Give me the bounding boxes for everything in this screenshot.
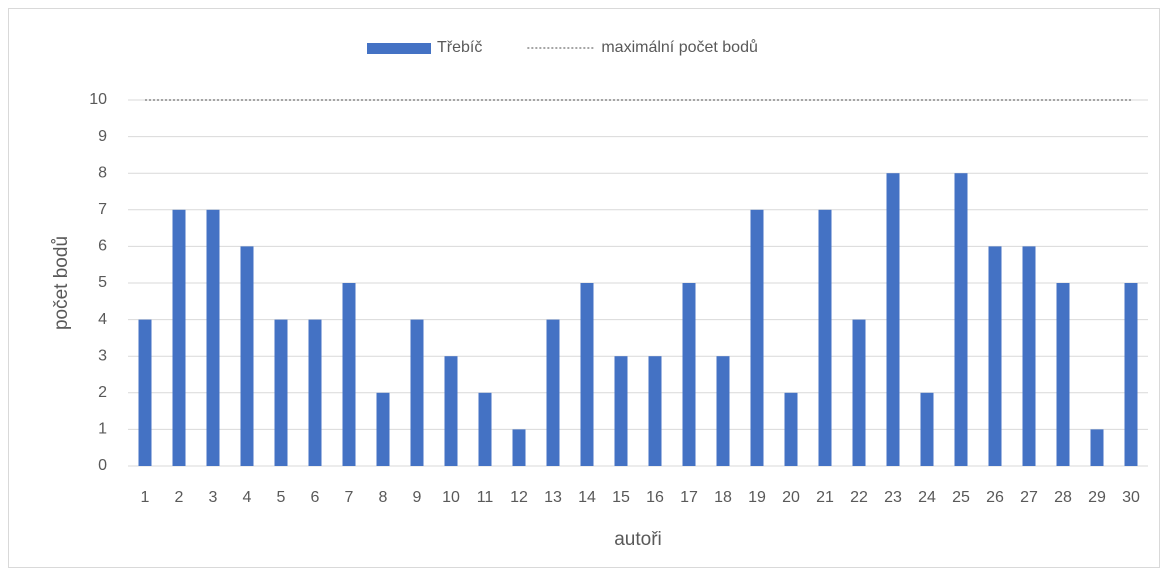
x-tick-label: 4 [243,489,252,506]
bar [1090,429,1104,466]
y-tick-label: 1 [98,421,107,438]
bar [478,392,492,466]
x-tick-label: 10 [442,489,460,506]
x-axis-title: autoři [614,529,662,550]
x-tick-label: 21 [816,489,834,506]
x-tick-label: 7 [345,489,354,506]
x-tick-label: 9 [413,489,422,506]
x-tick-label: 6 [311,489,320,506]
x-tick-label: 11 [477,489,494,506]
x-tick-label: 15 [612,489,630,506]
y-tick-label: 10 [89,91,107,108]
bar [1056,283,1070,466]
bar [342,283,356,466]
bar [546,319,560,466]
bar [240,246,254,466]
bar [376,392,390,466]
x-tick-label: 13 [544,489,562,506]
x-tick-label: 27 [1020,489,1038,506]
x-tick-label: 24 [918,489,936,506]
bar [274,319,288,466]
bar [682,283,696,466]
bar [954,173,968,466]
bar [206,209,220,467]
y-tick-label: 9 [98,128,107,145]
x-tick-label: 22 [850,489,868,506]
x-tick-label: 8 [379,489,388,506]
x-tick-label: 14 [578,489,596,506]
x-tick-label: 18 [714,489,732,506]
bar [886,173,900,466]
bar [172,209,186,467]
x-tick-label: 2 [175,489,184,506]
bar [1124,283,1138,466]
y-tick-label: 6 [98,238,107,255]
x-tick-label: 30 [1122,489,1140,506]
y-tick-label: 0 [98,457,107,474]
bar [648,356,662,466]
y-tick-label: 4 [98,311,107,328]
bar [818,209,832,467]
bar [410,319,424,466]
x-tick-label: 25 [952,489,970,506]
legend-swatch [367,43,431,54]
bar [716,356,730,466]
bar [614,356,628,466]
x-tick-label: 1 [141,489,150,506]
bar [988,246,1002,466]
y-tick-label: 8 [98,164,107,181]
x-tick-label: 3 [209,489,218,506]
y-tick-label: 3 [98,347,107,364]
x-tick-label: 28 [1054,489,1072,506]
bar [750,209,764,467]
x-tick-label: 26 [986,489,1004,506]
x-tick-label: 19 [748,489,766,506]
bar [138,319,152,466]
bar [920,392,934,466]
bar [784,392,798,466]
x-tick-label: 5 [277,489,286,506]
y-tick-label: 7 [98,201,107,218]
x-tick-label: 12 [510,489,528,506]
bar [308,319,322,466]
x-tick-label: 17 [680,489,698,506]
bar [512,429,526,466]
x-tick-label: 16 [646,489,664,506]
x-tick-label: 20 [782,489,800,506]
bar [580,283,594,466]
bar [1022,246,1036,466]
y-axis-title: počet bodů [51,236,72,330]
bar [444,356,458,466]
y-tick-label: 5 [98,274,107,291]
x-tick-label: 23 [884,489,902,506]
bar [852,319,866,466]
legend-label: maximální počet bodů [601,38,758,56]
legend-label: Třebíč [437,39,482,56]
y-tick-label: 2 [98,384,107,401]
x-tick-label: 29 [1088,489,1106,506]
